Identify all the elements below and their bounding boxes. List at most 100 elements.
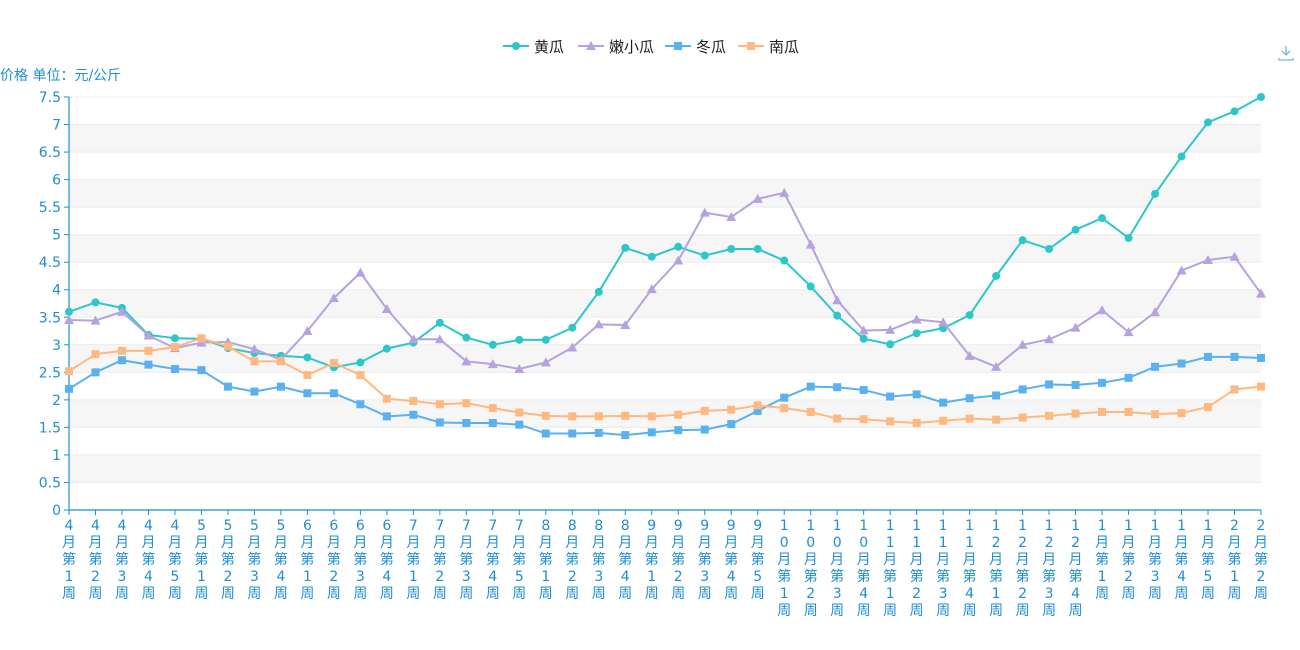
data-point[interactable] xyxy=(1123,327,1134,337)
data-point[interactable] xyxy=(859,385,868,394)
data-point[interactable] xyxy=(780,256,789,265)
data-point[interactable] xyxy=(964,350,975,360)
data-point[interactable] xyxy=(992,391,1001,400)
data-point[interactable] xyxy=(117,346,126,355)
data-point[interactable] xyxy=(462,399,471,408)
data-point[interactable] xyxy=(700,406,709,415)
data-point[interactable] xyxy=(620,319,631,329)
data-point[interactable] xyxy=(328,292,339,302)
legend-item[interactable]: 嫩小瓜 xyxy=(578,38,654,56)
data-point[interactable] xyxy=(1150,307,1161,317)
data-point[interactable] xyxy=(90,315,101,325)
data-point[interactable] xyxy=(487,359,498,369)
data-point[interactable] xyxy=(621,411,630,420)
data-point[interactable] xyxy=(144,346,153,355)
data-point[interactable] xyxy=(356,371,365,380)
data-point[interactable] xyxy=(1177,409,1186,418)
data-point[interactable] xyxy=(965,414,974,423)
data-point[interactable] xyxy=(752,193,763,203)
data-point[interactable] xyxy=(805,239,816,249)
data-point[interactable] xyxy=(1230,107,1239,116)
data-point[interactable] xyxy=(674,426,683,435)
data-point[interactable] xyxy=(1098,407,1107,416)
data-point[interactable] xyxy=(727,244,736,253)
data-point[interactable] xyxy=(408,334,419,344)
data-point[interactable] xyxy=(382,412,391,421)
data-point[interactable] xyxy=(116,306,127,316)
legend-item[interactable]: 南瓜 xyxy=(738,38,799,56)
data-point[interactable] xyxy=(753,244,762,253)
data-point[interactable] xyxy=(303,371,312,380)
data-point[interactable] xyxy=(1151,362,1160,371)
legend-item[interactable]: 冬瓜 xyxy=(665,38,726,56)
data-point[interactable] xyxy=(700,425,709,434)
data-point[interactable] xyxy=(65,384,73,393)
data-point[interactable] xyxy=(727,420,736,429)
data-point[interactable] xyxy=(435,418,444,427)
data-point[interactable] xyxy=(64,315,74,325)
data-point[interactable] xyxy=(1151,410,1160,419)
data-point[interactable] xyxy=(1124,233,1133,242)
data-point[interactable] xyxy=(1204,118,1213,127)
legend[interactable]: 黄瓜 嫩小瓜 冬瓜 南瓜 xyxy=(503,38,799,56)
data-point[interactable] xyxy=(991,361,1002,371)
legend-item[interactable]: 黄瓜 xyxy=(503,38,564,56)
data-point[interactable] xyxy=(144,360,153,369)
data-point[interactable] xyxy=(514,364,525,374)
data-point[interactable] xyxy=(302,326,313,336)
data-point[interactable] xyxy=(647,252,656,261)
data-point[interactable] xyxy=(806,382,815,391)
data-point[interactable] xyxy=(699,207,710,217)
data-point[interactable] xyxy=(1045,380,1054,389)
data-point[interactable] xyxy=(382,344,391,353)
data-point[interactable] xyxy=(646,284,657,294)
data-point[interactable] xyxy=(833,383,842,392)
data-point[interactable] xyxy=(912,390,921,399)
data-point[interactable] xyxy=(939,398,948,407)
data-point[interactable] xyxy=(1045,411,1054,420)
data-point[interactable] xyxy=(965,394,974,403)
data-point[interactable] xyxy=(1071,409,1080,418)
data-point[interactable] xyxy=(541,411,550,420)
data-point[interactable] xyxy=(1151,189,1160,198)
data-point[interactable] xyxy=(515,408,524,417)
data-point[interactable] xyxy=(939,416,948,425)
data-point[interactable] xyxy=(1098,214,1107,223)
data-point[interactable] xyxy=(143,330,154,340)
data-point[interactable] xyxy=(1177,152,1186,161)
data-point[interactable] xyxy=(621,243,630,252)
data-point[interactable] xyxy=(1256,288,1266,298)
data-point[interactable] xyxy=(1204,352,1213,361)
data-point[interactable] xyxy=(1257,382,1265,391)
data-point[interactable] xyxy=(250,357,259,366)
data-point[interactable] xyxy=(647,428,656,437)
data-point[interactable] xyxy=(568,323,577,332)
legend-marker[interactable] xyxy=(747,42,755,50)
data-point[interactable] xyxy=(355,267,366,277)
data-point[interactable] xyxy=(117,356,126,365)
data-point[interactable] xyxy=(593,319,604,329)
data-point[interactable] xyxy=(434,334,445,344)
data-point[interactable] xyxy=(409,410,418,419)
data-point[interactable] xyxy=(488,404,497,413)
data-point[interactable] xyxy=(197,334,206,343)
data-point[interactable] xyxy=(1045,244,1054,253)
data-point[interactable] xyxy=(488,418,497,427)
data-point[interactable] xyxy=(779,187,790,197)
data-point[interactable] xyxy=(1257,354,1265,363)
data-point[interactable] xyxy=(1203,254,1214,264)
data-point[interactable] xyxy=(249,344,260,354)
data-point[interactable] xyxy=(753,401,762,410)
data-point[interactable] xyxy=(780,393,789,402)
data-point[interactable] xyxy=(726,212,737,222)
data-point[interactable] xyxy=(568,429,577,438)
data-point[interactable] xyxy=(1098,378,1107,387)
data-point[interactable] xyxy=(462,418,471,427)
data-point[interactable] xyxy=(1017,339,1028,349)
data-point[interactable] xyxy=(540,357,551,367)
data-point[interactable] xyxy=(170,334,179,343)
data-point[interactable] xyxy=(621,431,630,440)
data-point[interactable] xyxy=(197,366,206,375)
data-point[interactable] xyxy=(1124,373,1133,382)
data-point[interactable] xyxy=(91,368,100,377)
